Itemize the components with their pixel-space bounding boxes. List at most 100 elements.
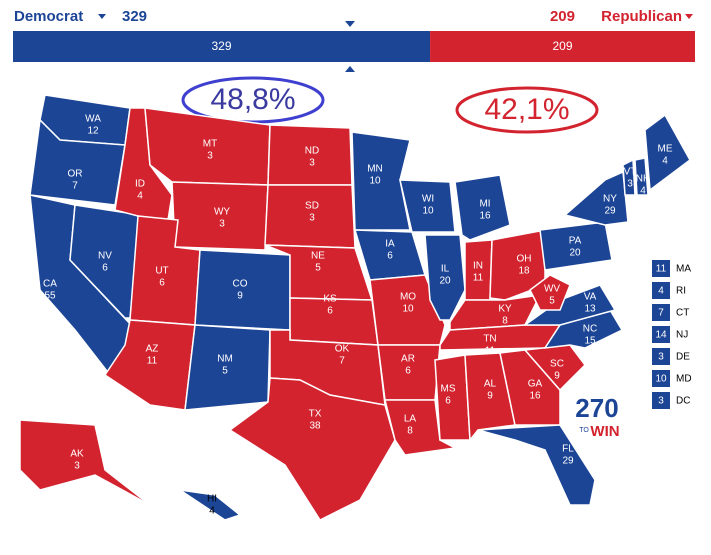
state-votes: 5: [549, 296, 555, 307]
state-votes: 11: [473, 273, 484, 284]
state-votes: 6: [159, 278, 165, 289]
republican-votes: 209: [550, 8, 575, 25]
state-abbr: WI: [422, 194, 434, 205]
state-abbr: IA: [385, 239, 395, 250]
state: [424, 234, 466, 321]
midpoint-marker: [345, 66, 355, 72]
state-abbr: MN: [367, 164, 383, 175]
state-votes: 29: [562, 456, 574, 467]
state-votes: 7: [339, 356, 345, 367]
state: [477, 424, 596, 506]
state-abbr: AR: [401, 354, 415, 365]
state-abbr: VT: [624, 167, 637, 178]
state-votes: 55: [44, 291, 56, 302]
state-votes: 3: [309, 158, 315, 169]
state-votes: 11: [147, 356, 158, 367]
state-abbr: HI: [207, 494, 217, 505]
small-state-box: [652, 348, 670, 365]
democrat-label[interactable]: Democrat: [14, 8, 83, 25]
democrat-bar-label: 329: [212, 39, 232, 53]
state-abbr: ND: [305, 146, 319, 157]
state-abbr: KY: [498, 304, 512, 315]
state-abbr: SD: [305, 201, 319, 212]
state-abbr: NY: [603, 194, 617, 205]
logo-small: TO: [579, 427, 589, 434]
midpoint-marker: [345, 21, 355, 27]
state-abbr: PA: [569, 236, 582, 247]
small-state-votes: 3: [658, 396, 664, 407]
state-abbr: VA: [584, 292, 597, 303]
state-abbr: OH: [517, 254, 532, 265]
state-abbr: WA: [85, 114, 101, 125]
annotation-ellipse: [455, 86, 599, 134]
state-abbr: WY: [214, 207, 230, 218]
state-abbr: TX: [309, 409, 322, 420]
state-abbr: OK: [335, 344, 350, 355]
state-abbr: MT: [203, 139, 217, 150]
state-votes: 16: [479, 211, 491, 222]
small-state-votes: 3: [658, 352, 664, 363]
state-votes: 9: [554, 371, 560, 382]
small-state-votes: 7: [658, 308, 664, 319]
state-votes: 4: [662, 156, 668, 167]
small-state-box: [652, 282, 670, 299]
state-votes: 6: [102, 263, 108, 274]
state-abbr: MO: [400, 292, 416, 303]
state-votes: 3: [627, 179, 633, 190]
state-votes: 8: [502, 316, 508, 327]
state-votes: 7: [72, 181, 78, 192]
state-votes: 10: [369, 176, 381, 187]
democrat-share: 48,8%: [210, 83, 295, 116]
state: [489, 229, 546, 301]
state-votes: 20: [439, 276, 451, 287]
republican-bar-label: 209: [553, 39, 573, 53]
democrat-votes: 329: [122, 8, 147, 25]
republican-share: 42,1%: [484, 93, 569, 126]
state-votes: 3: [219, 219, 225, 230]
small-state-box: [652, 326, 670, 343]
small-state-abbr: RI: [676, 286, 686, 297]
state-abbr: IN: [473, 261, 483, 272]
state-votes: 12: [87, 126, 99, 137]
small-state-votes: 14: [655, 330, 667, 341]
state-votes: 6: [387, 251, 393, 262]
state: [439, 324, 562, 351]
small-state-box: [652, 260, 670, 277]
state-abbr: LA: [404, 414, 417, 425]
state-abbr: KS: [323, 294, 337, 305]
state: [369, 274, 446, 346]
logo-word: WIN: [590, 423, 619, 440]
republican-label[interactable]: Republican: [601, 8, 682, 25]
state: [499, 349, 561, 426]
state-votes: 5: [222, 366, 228, 377]
state-votes: 15: [584, 336, 596, 347]
state: [529, 274, 571, 311]
state: [563, 170, 629, 226]
state: [622, 158, 636, 196]
state-abbr: FL: [562, 444, 574, 455]
dropdown-caret[interactable]: [685, 14, 693, 19]
state-abbr: OR: [68, 169, 83, 180]
small-state-box: [652, 370, 670, 387]
state-abbr: TN: [483, 334, 496, 345]
state: [179, 489, 242, 521]
state-votes: 4: [209, 506, 215, 517]
state-votes: 3: [309, 213, 315, 224]
state-abbr: NE: [311, 251, 325, 262]
state-abbr: AK: [70, 449, 84, 460]
dropdown-caret[interactable]: [98, 14, 106, 19]
state-votes: 6: [327, 306, 333, 317]
state-votes: 3: [207, 151, 213, 162]
small-state-votes: 4: [658, 286, 664, 297]
small-state-votes: 10: [655, 374, 667, 385]
state-abbr: WV: [544, 284, 560, 295]
republican-bar: [430, 31, 695, 62]
state-votes: 16: [529, 391, 541, 402]
state: [454, 174, 511, 241]
state-abbr: CA: [43, 279, 57, 290]
state-abbr: SC: [550, 359, 564, 370]
state-abbr: NM: [217, 354, 233, 365]
democrat-bar: [13, 31, 431, 62]
